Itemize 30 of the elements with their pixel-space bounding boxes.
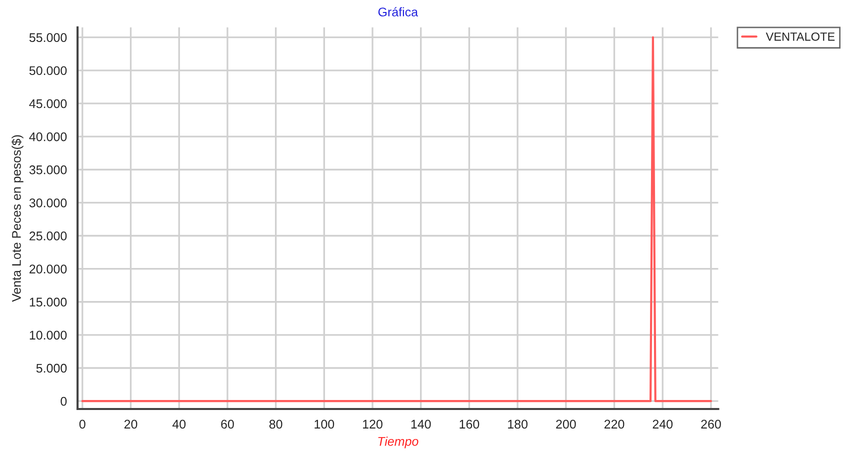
- x-tick-label: 20: [124, 420, 138, 429]
- x-tick-label: 80: [269, 420, 282, 429]
- y-tick-label: 35.000: [29, 165, 67, 174]
- y-tick-label: 40.000: [29, 132, 67, 142]
- chart-title: Gráfica: [378, 7, 418, 16]
- x-tick-label: 0: [79, 420, 86, 429]
- x-tick-label: 40: [172, 420, 186, 429]
- y-axis-title: Venta Lote Peces en pesos($): [12, 135, 24, 302]
- y-tick-label: 25.000: [30, 232, 67, 240]
- x-tick-label: 200: [556, 420, 576, 429]
- x-axis-title: Tiempo: [378, 436, 418, 448]
- y-tick-label: 0: [60, 396, 67, 406]
- y-tick-label: 45.000: [29, 99, 67, 108]
- x-tick-label: 180: [508, 420, 528, 429]
- y-tick-label: 30.000: [29, 198, 67, 208]
- y-tick-label: 15.000: [30, 298, 67, 307]
- x-tick-label: 60: [221, 420, 234, 429]
- x-tick-label: 140: [411, 420, 431, 429]
- x-tick-label: 260: [701, 420, 721, 429]
- x-tick-label: 220: [604, 420, 624, 429]
- y-tick-label: 5.000: [36, 364, 67, 373]
- y-tick-label: 20.000: [30, 264, 67, 274]
- x-tick-label: 160: [460, 420, 480, 429]
- y-tick-label: 50.000: [29, 66, 67, 76]
- y-tick-label: 55.000: [29, 33, 67, 42]
- x-tick-label: 120: [363, 420, 382, 429]
- x-tick-label: 240: [652, 420, 673, 429]
- y-tick-label: 10.000: [30, 330, 67, 340]
- x-tick-label: 100: [314, 420, 334, 429]
- legend-label: VENTALOTE: [766, 32, 835, 41]
